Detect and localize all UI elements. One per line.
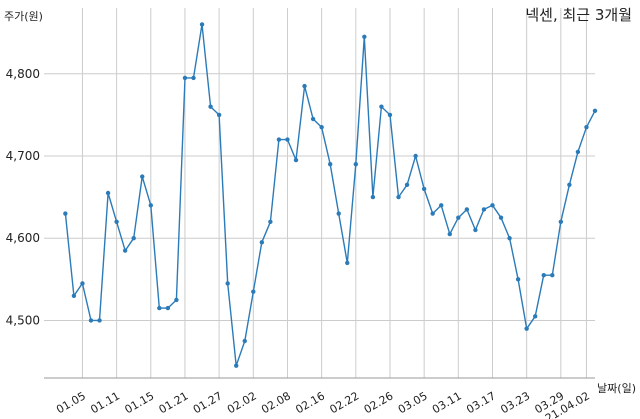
y-tick-label: 4,500 — [6, 313, 40, 327]
data-point — [362, 34, 367, 39]
data-point — [199, 22, 205, 27]
x-tick-label: 01.05 — [54, 389, 88, 416]
x-tick-label: 03.11 — [430, 389, 464, 416]
x-tick-label: 03.05 — [396, 389, 430, 416]
y-tick-label: 4,700 — [6, 149, 40, 163]
data-point — [498, 215, 504, 220]
y-tick-labels: 4,500 4,600 4,700 4,800 — [6, 67, 40, 328]
data-point — [550, 273, 555, 278]
data-point — [353, 162, 359, 167]
data-point — [319, 125, 324, 130]
data-point — [413, 153, 418, 159]
data-point — [285, 137, 290, 142]
data-point — [592, 108, 598, 113]
data-point — [541, 273, 546, 278]
chart-title: 넥센, 최근 3개월 — [525, 6, 632, 24]
data-point — [165, 305, 171, 311]
data-point — [174, 297, 179, 303]
x-tick-label: 02.16 — [293, 389, 327, 416]
data-point — [242, 338, 247, 344]
x-tick-labels: 01.05 01.11 01.15 01.21 01.27 02.02 02.08 02.16… — [54, 389, 592, 419]
data-point — [88, 318, 94, 323]
data-point — [216, 112, 222, 118]
data-point — [464, 207, 470, 212]
data-point — [327, 162, 333, 167]
data-point — [80, 281, 85, 286]
x-tick-label: 03.23 — [498, 389, 532, 416]
data-point — [404, 182, 410, 187]
data-point — [507, 236, 512, 241]
y-tick-label: 4,800 — [6, 67, 40, 81]
x-tick-label: 01.15 — [123, 389, 157, 416]
data-point — [567, 182, 572, 187]
data-point — [490, 203, 495, 208]
data-point — [114, 219, 119, 224]
data-point — [575, 149, 581, 155]
data-point — [345, 260, 350, 266]
data-point — [148, 203, 153, 208]
data-point — [293, 157, 299, 163]
data-point — [310, 116, 316, 122]
data-point — [97, 318, 102, 323]
data-point — [234, 363, 239, 368]
data-point — [379, 104, 384, 109]
x-tick-label: 01.21 — [157, 389, 191, 416]
data-point — [456, 215, 461, 220]
x-tick-label: 02.22 — [328, 389, 362, 416]
x-tick-label: 01.27 — [191, 389, 225, 416]
data-point — [182, 75, 188, 81]
grid-lines — [44, 8, 595, 378]
x-tick-label: 02.02 — [225, 389, 259, 416]
x-axis-label: 날짜(일) — [597, 381, 636, 395]
data-point — [558, 219, 564, 224]
data-point — [140, 174, 145, 179]
data-point — [105, 190, 111, 196]
data-point — [370, 194, 376, 200]
data-point — [584, 125, 589, 130]
data-point — [481, 207, 487, 212]
data-point — [387, 112, 393, 118]
data-point — [251, 289, 256, 294]
data-point — [430, 211, 435, 216]
x-tick-label: 02.26 — [362, 389, 396, 416]
data-point — [473, 227, 478, 233]
data-point — [336, 211, 341, 216]
data-point — [302, 83, 307, 89]
data-point — [71, 293, 77, 298]
price-series — [63, 22, 598, 368]
data-point — [524, 326, 529, 331]
data-point — [421, 186, 427, 192]
data-point — [131, 236, 136, 241]
data-point — [208, 104, 213, 109]
x-tick-label: 02.08 — [259, 389, 293, 416]
x-tick-label: 03.17 — [464, 389, 498, 416]
x-tick-label: 01.11 — [88, 389, 122, 416]
price-line — [64, 23, 596, 367]
data-point — [439, 203, 444, 208]
y-axis-label: 주가(원) — [4, 10, 43, 23]
data-point — [533, 314, 538, 319]
data-point — [268, 219, 273, 224]
data-point — [191, 75, 196, 81]
data-point — [447, 231, 452, 237]
data-point — [63, 211, 68, 216]
data-point — [515, 277, 521, 282]
y-tick-label: 4,600 — [6, 231, 40, 245]
data-point — [225, 281, 230, 286]
data-point — [157, 305, 162, 311]
data-point — [122, 248, 128, 253]
data-point — [259, 240, 265, 245]
data-point — [276, 137, 282, 142]
data-point — [396, 194, 401, 200]
